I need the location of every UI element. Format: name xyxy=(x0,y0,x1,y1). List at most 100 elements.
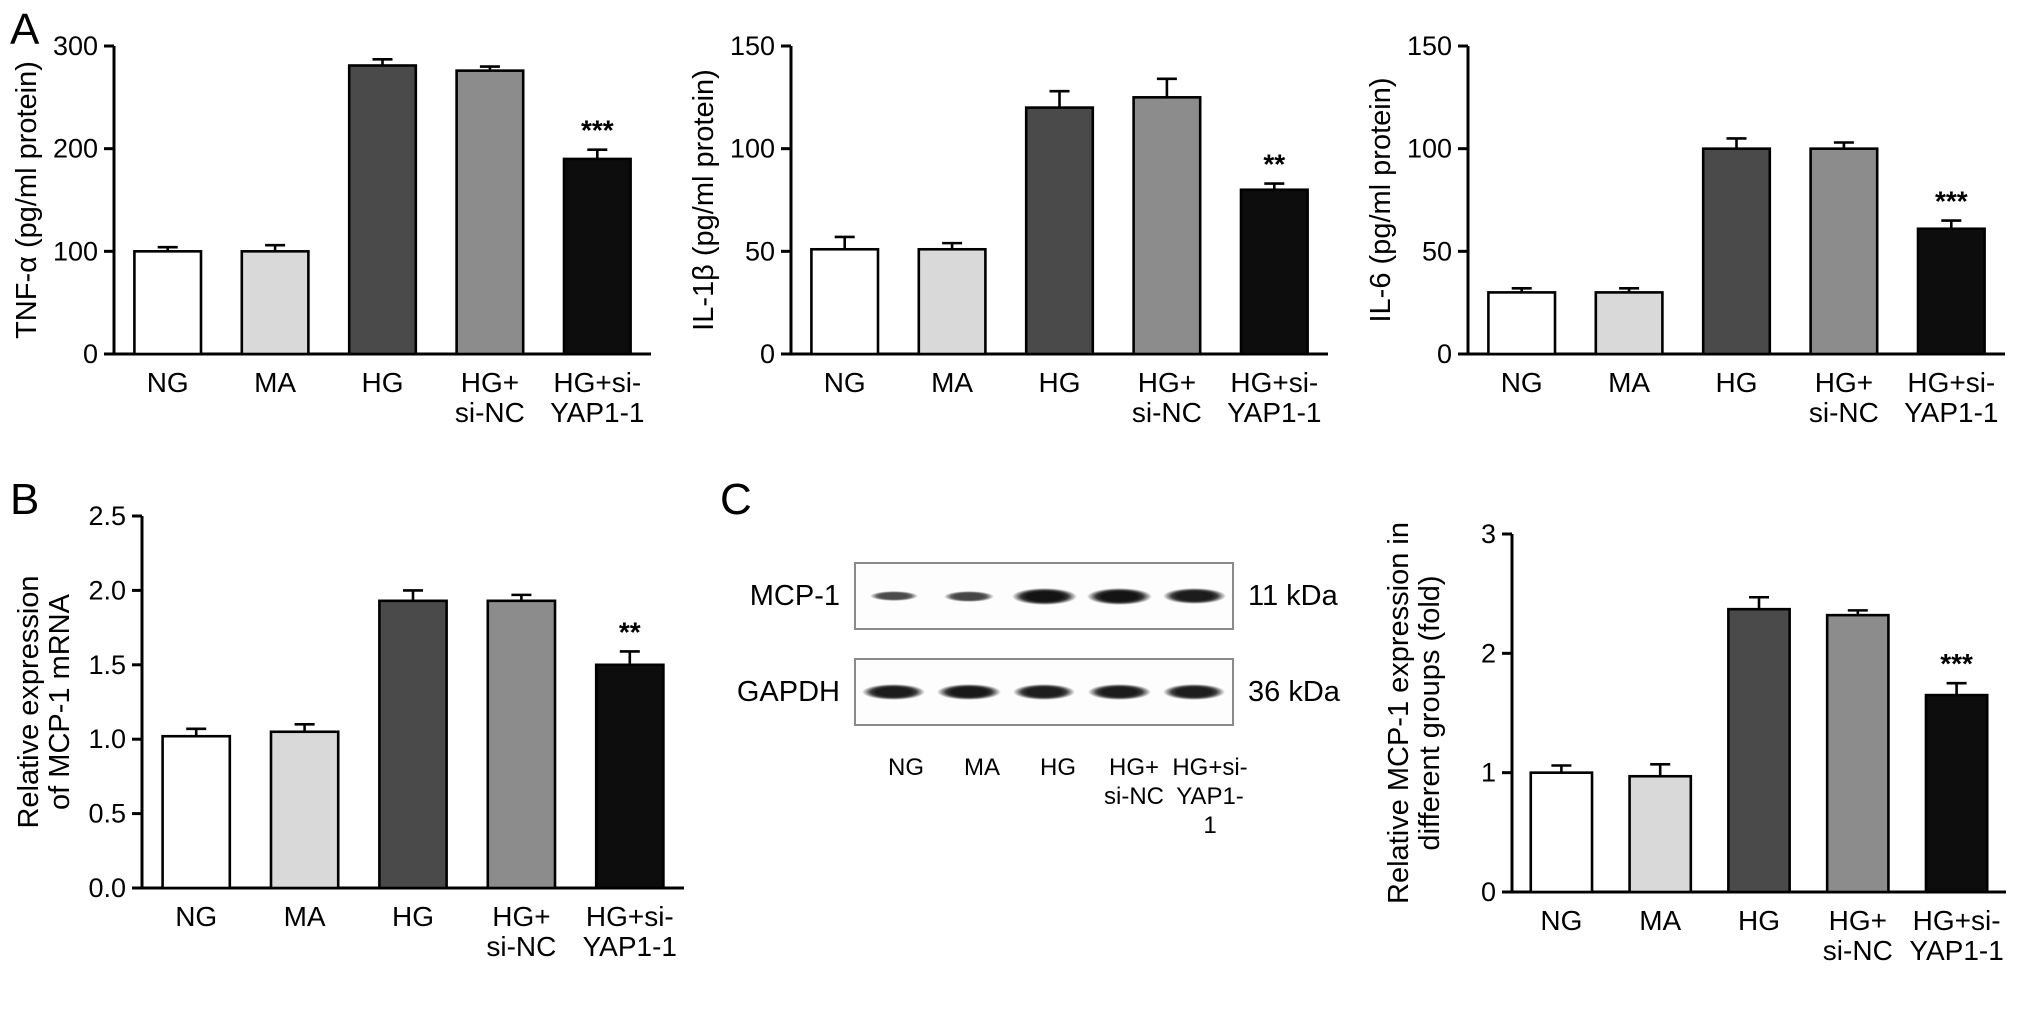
panel-a-chart-il1b: 0 50 100 150 IL-1β (pg/ml protein) NG MA HG HG+ s… xyxy=(687,8,1344,444)
x-tick-label-ma: MA xyxy=(931,367,973,398)
panel-b-label: B xyxy=(10,475,40,524)
y-tick-label: 100 xyxy=(1407,134,1452,164)
panel-c-chart: 0 1 2 3 Relative MCP-1 expression in differen… xyxy=(1380,478,2022,998)
chart-svg-il-6: 0 50 100 150 IL-6 (pg/ml protein) NG MA HG HG+si… xyxy=(1365,31,2005,428)
bar-hg-si-nc xyxy=(1825,613,1890,894)
blot-target-label-gapdh: GAPDH xyxy=(736,675,840,708)
panel-c: C MCP-1 11 kDa GAPDH 36 kDa NG MA HG HG+ si-… xyxy=(720,478,1360,998)
y-tick-label: 1.0 xyxy=(88,724,126,754)
bar-hg-si-yap1-1 xyxy=(562,157,632,356)
x-tick-label-hg-si-yap1-1: YAP1-1 xyxy=(1227,397,1321,428)
y-tick-label: 200 xyxy=(53,134,98,164)
blot-band-gapdh-lane-2 xyxy=(936,684,1001,700)
x-tick-label-hg-si-nc: HG+ xyxy=(492,901,550,932)
blot-lane-label-line: HG+si- xyxy=(1172,754,1248,781)
bar-hg xyxy=(1727,607,1791,894)
blot-band-cell-gapdh-lane-1 xyxy=(856,684,931,700)
y-axis-title: IL-1β (pg/ml protein) xyxy=(688,69,720,331)
y-tick-label: 0.0 xyxy=(88,873,126,903)
x-tick-label-hg-si-nc: si-NC xyxy=(1132,397,1202,428)
x-tick-label-hg-si-nc: HG+ xyxy=(461,367,519,398)
bar-ma xyxy=(917,247,987,356)
blot-lane-label-5: HG+si- YAP1-1 xyxy=(1172,754,1248,840)
bar-hg-si-nc xyxy=(486,599,557,890)
blot-band-cell-mcp-1-lane-5 xyxy=(1157,588,1232,604)
x-tick-label-hg-si-yap1-1: HG+si- xyxy=(1913,905,2001,936)
bar-ng xyxy=(161,734,232,890)
blot-row-gapdh: GAPDH 36 kDa xyxy=(734,658,1360,726)
x-tick-label-ma: MA xyxy=(1639,905,1681,936)
x-tick-label-hg-si-nc: HG+ xyxy=(1829,905,1887,936)
bar-ma xyxy=(1628,774,1693,894)
row-bottom: B 0.0 0.5 1.0 1.5 2.0 2.5 Relative expression o… xyxy=(10,478,2022,998)
panel-a-label: A xyxy=(10,5,40,54)
bar-hg xyxy=(1024,106,1095,356)
blot-lane-label-line: si-NC xyxy=(1104,782,1164,810)
y-axis-title: of MCP-1 mRNA xyxy=(44,593,76,810)
blot-lane-label-line: NG xyxy=(888,754,924,781)
blot-lane-label-line: HG xyxy=(1040,754,1076,781)
significance-marker-hg-si-yap1-1: *** xyxy=(1940,648,1973,679)
blot-kda-label-mcp1: 11 kDa xyxy=(1248,579,1338,612)
x-tick-label-ma: MA xyxy=(254,367,296,398)
panel-c-label: C xyxy=(720,475,752,524)
bar-ng xyxy=(1487,291,1557,356)
bar-hg-si-yap1-1 xyxy=(594,663,665,890)
y-axis-title: Relative expression xyxy=(13,575,45,828)
x-tick-label-hg-si-yap1-1: YAP1-1 xyxy=(1904,397,1998,428)
panel-a: A 0 100 200 300 TNF-α (pg/ml protein) NG MA HG H… xyxy=(10,8,667,444)
chart-svg-tnf-alpha: 0 100 200 300 TNF-α (pg/ml protein) NG MA HG HG+… xyxy=(11,31,651,428)
y-tick-label: 2 xyxy=(1481,638,1496,668)
x-tick-label-hg-si-yap1-1: HG+si- xyxy=(1230,367,1318,398)
x-tick-label-ng: NG xyxy=(147,367,189,398)
x-tick-label-hg: HG xyxy=(1716,367,1758,398)
y-axis-title: IL-6 (pg/ml protein) xyxy=(1365,78,1397,323)
y-tick-label: 2.5 xyxy=(88,501,126,531)
bar-hg xyxy=(378,599,448,890)
x-tick-label-ma: MA xyxy=(284,901,326,932)
y-tick-label: 3 xyxy=(1481,519,1496,549)
blot-membrane-gapdh xyxy=(854,658,1234,726)
x-tick-label-hg: HG xyxy=(362,367,404,398)
blot-membrane-mcp1 xyxy=(854,562,1234,630)
y-tick-label: 0 xyxy=(83,339,98,369)
bar-ma xyxy=(269,730,340,890)
blot-lane-label-2: MA xyxy=(944,754,1020,840)
y-tick-label: 0.5 xyxy=(88,799,126,829)
blot-band-cell-mcp-1-lane-2 xyxy=(931,590,1006,602)
x-tick-label-ng: NG xyxy=(824,367,866,398)
bar-ng xyxy=(810,247,880,356)
blot-band-mcp-1-lane-4 xyxy=(1086,587,1152,605)
blot-lane-label-line: HG+ xyxy=(1108,754,1159,781)
x-tick-label-hg-si-nc: HG+ xyxy=(1815,367,1873,398)
blot-lane-label-1: NG xyxy=(868,754,944,840)
x-tick-label-ma: MA xyxy=(1608,367,1650,398)
x-tick-label-hg: HG xyxy=(1738,905,1780,936)
chart-mcp1-protein: 0 1 2 3 Relative MCP-1 expression in differen… xyxy=(1380,496,2022,982)
western-blot: MCP-1 11 kDa GAPDH 36 kDa NG MA HG HG+ si-NC… xyxy=(734,562,1360,840)
y-tick-label: 2.0 xyxy=(88,575,126,605)
x-tick-label-ng: NG xyxy=(1540,905,1582,936)
blot-lane-label-4: HG+ si-NC xyxy=(1096,754,1172,840)
y-tick-label: 150 xyxy=(1407,31,1452,61)
chart-il-1beta: 0 50 100 150 IL-1β (pg/ml protein) NG MA HG HG+ s… xyxy=(687,8,1344,444)
blot-band-cell-mcp-1-lane-4 xyxy=(1082,587,1157,605)
y-tick-label: 0 xyxy=(1437,339,1452,369)
y-axis-title: TNF-α (pg/ml protein) xyxy=(11,61,43,339)
y-tick-label: 1 xyxy=(1481,758,1496,788)
x-tick-label-hg: HG xyxy=(392,901,434,932)
blot-lane-label-line: MA xyxy=(964,754,1000,781)
chart-mcp1-mrna: 0.0 0.5 1.0 1.5 2.0 2.5 Relative expression of … xyxy=(10,478,700,978)
x-tick-label-hg-si-yap1-1: HG+si- xyxy=(586,901,674,932)
blot-lane-labels: NG MA HG HG+ si-NC HG+si- YAP1-1 xyxy=(868,754,1248,840)
bar-hg xyxy=(1701,147,1772,356)
bar-ma xyxy=(240,250,310,356)
blot-band-cell-gapdh-lane-3 xyxy=(1006,684,1081,700)
significance-marker-hg-si-yap1-1: ** xyxy=(619,616,641,647)
bar-hg-si-nc xyxy=(1132,96,1202,356)
x-tick-label-ng: NG xyxy=(1501,367,1543,398)
x-tick-label-hg-si-nc: si-NC xyxy=(1823,935,1893,966)
x-tick-label-hg-si-nc: si-NC xyxy=(486,931,556,962)
blot-row-mcp1: MCP-1 11 kDa xyxy=(734,562,1360,630)
